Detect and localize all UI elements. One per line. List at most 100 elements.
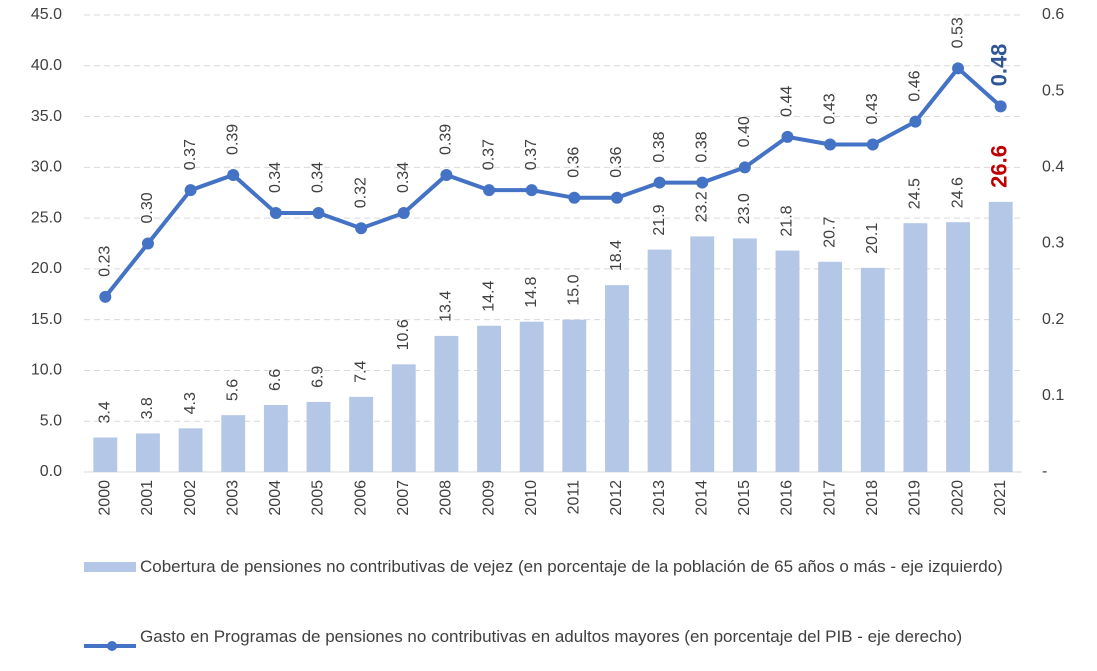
line-label: 0.34 <box>395 162 412 193</box>
bar-label: 3.4 <box>97 401 114 423</box>
line-label: 0.43 <box>864 93 881 124</box>
bar-label: 20.1 <box>864 223 881 254</box>
line-label: 0.34 <box>267 162 284 193</box>
line-point <box>738 161 751 174</box>
line-point <box>568 191 581 204</box>
bar <box>860 267 885 472</box>
line-point <box>610 191 623 204</box>
bar-label: 18.4 <box>608 240 625 271</box>
legend-item: Gasto en Programas de pensiones no contr… <box>84 624 1044 659</box>
line-point <box>397 207 410 220</box>
x-tick-label: 2011 <box>566 480 583 515</box>
line-point <box>909 115 922 128</box>
x-tick-label: 2014 <box>693 480 710 516</box>
y2-tick-label: 0.5 <box>1042 82 1064 99</box>
x-tick-label: 2009 <box>480 480 497 516</box>
y-tick-label: 35.0 <box>31 108 62 125</box>
y-tick-label: 10.0 <box>31 362 62 379</box>
x-tick-label: 2017 <box>821 480 838 516</box>
line-label: 0.34 <box>310 162 327 193</box>
bar <box>221 415 246 472</box>
x-tick-label: 2020 <box>949 480 966 516</box>
x-tick-label: 2008 <box>438 480 455 516</box>
line-point <box>269 207 282 220</box>
legend-swatch <box>84 562 136 572</box>
bar-label: 21.9 <box>651 204 668 235</box>
bar-label: 24.5 <box>907 178 924 209</box>
x-tick-label: 2015 <box>736 480 753 516</box>
bar <box>732 238 757 472</box>
y-tick-label: 0.0 <box>40 463 62 480</box>
bar <box>93 437 118 472</box>
line-label: 0.32 <box>352 177 369 208</box>
line-label: 0.39 <box>224 124 241 155</box>
line-point <box>866 138 879 151</box>
bar <box>136 433 160 472</box>
x-tick-label: 2013 <box>651 480 668 516</box>
x-tick-label: 2006 <box>352 480 369 516</box>
bar-label: 6.9 <box>310 366 327 388</box>
y2-tick-label: - <box>1042 463 1047 480</box>
bar-label: 6.6 <box>267 369 284 391</box>
y-tick-label: 45.0 <box>31 6 62 23</box>
bar-label: 23.0 <box>736 193 753 224</box>
line-point <box>99 290 112 303</box>
bar <box>434 335 459 472</box>
bar <box>690 236 715 472</box>
bar <box>775 250 800 472</box>
legend-label: Gasto en Programas de pensiones no contr… <box>140 627 963 646</box>
y-tick-label: 25.0 <box>31 209 62 226</box>
bar-label: 15.0 <box>566 274 583 305</box>
line-label: 0.40 <box>736 116 753 147</box>
line-label: 0.39 <box>438 124 455 155</box>
line-label: 0.48 <box>986 44 1011 87</box>
bar-label: 5.6 <box>224 379 241 401</box>
line-point <box>824 138 837 151</box>
bar-label: 14.8 <box>523 276 540 307</box>
bar-label: 7.4 <box>352 361 369 383</box>
line-label: 0.38 <box>651 131 668 162</box>
y2-tick-label: 0.1 <box>1042 387 1064 404</box>
bar-label: 13.4 <box>438 291 455 322</box>
line-label: 0.46 <box>907 70 924 101</box>
y-tick-label: 5.0 <box>40 412 62 429</box>
bar-label: 14.4 <box>480 281 497 312</box>
legend-label: Cobertura de pensiones no contributivas … <box>140 557 1003 576</box>
bar <box>306 401 331 472</box>
line-label: 0.43 <box>821 93 838 124</box>
line-label: 0.37 <box>182 139 199 170</box>
line-label: 0.30 <box>139 192 156 223</box>
line-point <box>312 207 325 220</box>
line-point <box>952 62 965 75</box>
line-label: 0.53 <box>949 17 966 48</box>
bar-label: 20.7 <box>821 217 838 248</box>
line-point <box>440 168 453 181</box>
bar <box>349 396 374 472</box>
bar <box>988 201 1013 472</box>
y-tick-label: 40.0 <box>31 57 62 74</box>
line-label: 0.37 <box>523 139 540 170</box>
x-tick-label: 2007 <box>395 480 412 516</box>
x-tick-label: 2021 <box>992 480 1009 516</box>
line-point <box>483 184 496 197</box>
line-point <box>781 130 794 143</box>
line-point <box>355 222 368 235</box>
line-point <box>141 237 154 250</box>
bar-label: 26.6 <box>986 145 1011 188</box>
line-label: 0.36 <box>608 147 625 178</box>
y-tick-label: 20.0 <box>31 260 62 277</box>
bar <box>562 319 587 472</box>
line-point <box>696 176 709 189</box>
x-tick-label: 2004 <box>267 480 284 516</box>
y2-tick-label: 0.2 <box>1042 311 1064 328</box>
bar <box>391 364 416 472</box>
bar-label: 24.6 <box>949 177 966 208</box>
x-tick-label: 2016 <box>779 480 796 516</box>
line <box>103 65 1003 299</box>
bar-label: 10.6 <box>395 319 412 350</box>
bar <box>818 261 843 472</box>
bar-label: 3.8 <box>139 397 156 419</box>
line-label: 0.44 <box>779 86 796 117</box>
line-point <box>227 168 240 181</box>
